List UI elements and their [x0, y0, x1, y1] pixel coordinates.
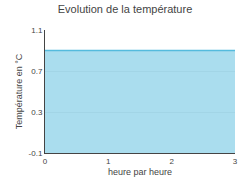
svg-text:1.1: 1.1: [31, 26, 43, 35]
svg-text:0.3: 0.3: [31, 108, 43, 117]
svg-text:Evolution de la température: Evolution de la température: [58, 3, 193, 15]
svg-text:2: 2: [169, 157, 174, 166]
svg-text:3: 3: [233, 157, 238, 166]
svg-text:Température en °C: Température en °C: [14, 53, 24, 129]
svg-text:heure par heure: heure par heure: [108, 167, 172, 177]
svg-text:0.7: 0.7: [31, 67, 43, 76]
svg-text:0: 0: [43, 157, 48, 166]
svg-text:-0.1: -0.1: [29, 149, 43, 158]
svg-text:1: 1: [106, 157, 111, 166]
